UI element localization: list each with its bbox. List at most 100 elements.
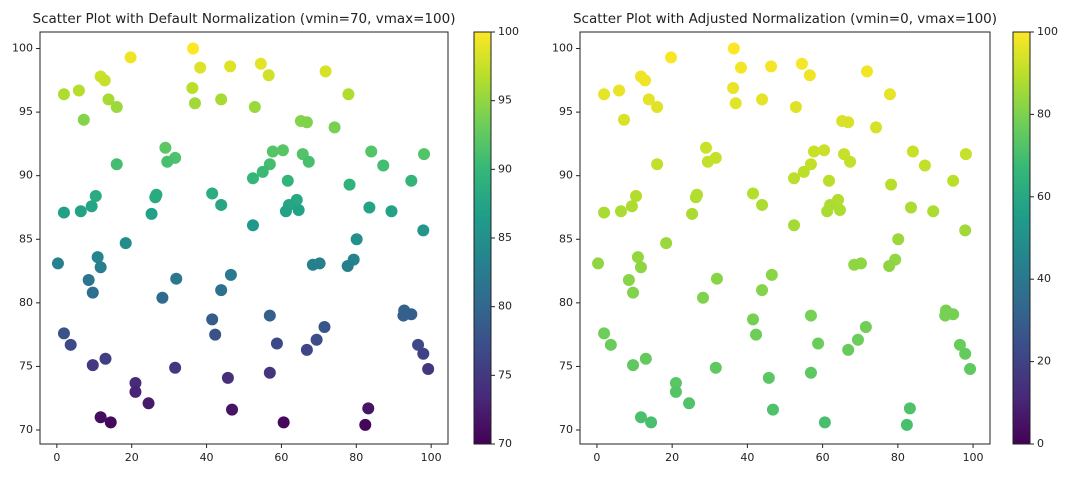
point — [709, 361, 722, 374]
point — [634, 411, 647, 424]
point — [206, 187, 219, 200]
point — [639, 352, 652, 365]
point — [592, 257, 605, 270]
point — [187, 42, 200, 55]
colorbar-tick-label: 80 — [498, 300, 512, 313]
point — [727, 81, 740, 94]
point — [124, 51, 137, 64]
colorbar-tick-label: 60 — [1037, 190, 1051, 203]
axes-frame — [39, 31, 449, 445]
point — [270, 337, 283, 350]
colorbar-frame — [1012, 31, 1031, 445]
point — [639, 74, 652, 87]
point — [885, 178, 898, 191]
point — [350, 233, 363, 246]
point — [206, 313, 219, 326]
point — [870, 121, 883, 134]
point — [818, 144, 831, 157]
y-tick-label: 100 — [552, 42, 573, 55]
point — [57, 206, 70, 219]
point — [613, 84, 626, 97]
point — [169, 361, 182, 374]
colorbar-tick-label: 0 — [1037, 437, 1044, 450]
point — [821, 205, 834, 218]
axes-frame — [579, 31, 991, 445]
x-tick-label: 80 — [891, 451, 905, 464]
point — [631, 251, 644, 264]
point — [110, 158, 123, 171]
point — [417, 224, 430, 237]
point — [604, 338, 617, 351]
point — [281, 174, 294, 187]
x-tick-label: 0 — [53, 451, 60, 464]
point — [279, 205, 292, 218]
colorbar — [474, 32, 491, 444]
point — [343, 178, 356, 191]
point — [883, 259, 896, 272]
point — [627, 359, 640, 372]
point — [651, 101, 664, 114]
point — [362, 402, 375, 415]
y-tick-label: 95 — [19, 105, 33, 118]
point — [959, 347, 972, 360]
point — [842, 343, 855, 356]
point — [766, 403, 779, 416]
x-tick-label: 100 — [421, 451, 442, 464]
y-tick-label: 75 — [559, 359, 573, 372]
y-tick-label: 80 — [559, 296, 573, 309]
point — [359, 418, 372, 431]
point — [99, 352, 112, 365]
x-tick-label: 80 — [349, 451, 363, 464]
point — [110, 101, 123, 114]
point — [645, 416, 658, 429]
point — [72, 84, 85, 97]
point — [405, 174, 418, 187]
point — [665, 51, 678, 64]
point — [859, 321, 872, 334]
point — [765, 268, 778, 281]
colorbar-tick-label: 70 — [498, 437, 512, 450]
point — [94, 261, 107, 274]
chart-title: Scatter Plot with Default Normalization … — [33, 11, 456, 27]
point — [651, 158, 664, 171]
point — [417, 347, 430, 360]
point — [104, 416, 117, 429]
point — [700, 141, 713, 154]
point — [102, 93, 115, 106]
chart-title: Scatter Plot with Adjusted Normalization… — [573, 11, 997, 27]
point — [262, 69, 275, 82]
x-tick-label: 20 — [665, 451, 679, 464]
point — [170, 272, 183, 285]
point — [129, 385, 142, 398]
point — [903, 402, 916, 415]
point — [756, 284, 769, 297]
y-tick-label: 80 — [19, 296, 33, 309]
point — [224, 60, 237, 73]
point — [615, 205, 627, 218]
x-tick-label: 20 — [125, 451, 139, 464]
point — [82, 273, 95, 286]
point — [64, 338, 77, 351]
point — [300, 116, 313, 129]
point — [263, 309, 276, 322]
point — [625, 200, 638, 213]
point — [405, 308, 418, 321]
point — [812, 337, 825, 350]
colorbar-tick-label: 40 — [1037, 272, 1051, 285]
point — [300, 343, 313, 356]
point — [861, 65, 873, 78]
point — [804, 309, 817, 322]
x-tick-label: 100 — [963, 451, 984, 464]
colorbar-tick-label: 95 — [498, 94, 512, 107]
point — [727, 42, 740, 55]
point — [215, 284, 228, 297]
point — [385, 205, 398, 218]
colorbar-tick-label: 75 — [498, 368, 512, 381]
point — [598, 88, 611, 101]
point — [900, 418, 913, 431]
point — [689, 191, 702, 204]
point — [642, 93, 655, 106]
y-tick-label: 90 — [19, 169, 33, 182]
point — [598, 327, 611, 340]
colorbar-tick-label: 20 — [1037, 355, 1051, 368]
